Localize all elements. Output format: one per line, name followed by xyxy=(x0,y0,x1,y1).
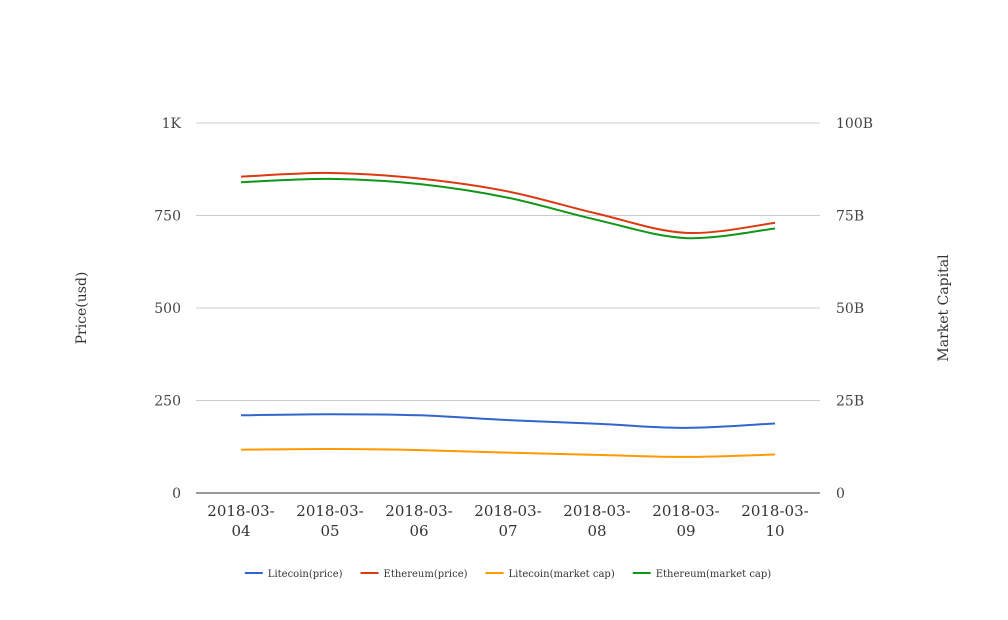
series-line-ethereum-price xyxy=(240,171,776,235)
x-tick-label: 2018-03-09 xyxy=(652,502,719,540)
y2-tick-label: 75B xyxy=(836,209,864,225)
legend-label: Litecoin(market cap) xyxy=(509,569,615,580)
y2-axis-ticks: 0 25B 50B 75B 100B xyxy=(836,116,873,502)
legend-label: Litecoin(price) xyxy=(268,569,343,580)
y-tick-label: 500 xyxy=(154,301,181,317)
y-axis-title: Price(usd) xyxy=(74,272,90,345)
y2-tick-label: 100B xyxy=(836,116,873,132)
gridlines xyxy=(196,122,820,401)
legend: Litecoin(price) Ethereum(price) Litecoin(m… xyxy=(244,569,772,580)
y-tick-label: 250 xyxy=(154,394,181,410)
x-tick-label: 2018-03-10 xyxy=(741,502,808,540)
y-tick-label: 750 xyxy=(154,209,181,225)
y-tick-label: 1K xyxy=(162,116,182,132)
legend-item[interactable]: Ethereum(market cap) xyxy=(632,569,772,580)
x-axis-ticks: 2018-03-04 2018-03-05 2018-03-06 2018-03-07… xyxy=(207,502,808,540)
y2-axis-title: Market Capital xyxy=(936,254,952,362)
legend-label: Ethereum(market cap) xyxy=(656,569,772,580)
y2-tick-label: 25B xyxy=(836,394,864,410)
series-line-ethereum-market-cap xyxy=(240,177,776,240)
y-tick-label: 0 xyxy=(172,486,181,502)
legend-item[interactable]: Ethereum(price) xyxy=(360,569,468,580)
x-tick-label: 2018-03-07 xyxy=(474,502,541,540)
legend-item[interactable]: Litecoin(price) xyxy=(244,569,343,580)
x-tick-label: 2018-03-08 xyxy=(563,502,630,540)
series-line-litecoin-market-cap xyxy=(240,447,776,458)
y-axis-ticks: 0 250 500 750 1K xyxy=(154,116,181,502)
x-tick-label: 2018-03-06 xyxy=(385,502,452,540)
legend-item[interactable]: Litecoin(market cap) xyxy=(485,569,615,580)
y2-tick-label: 0 xyxy=(836,486,845,502)
series-lines xyxy=(240,171,776,458)
legend-label: Ethereum(price) xyxy=(384,569,468,580)
y2-tick-label: 50B xyxy=(836,301,864,317)
x-tick-label: 2018-03-04 xyxy=(207,502,274,540)
series-line-litecoin-price xyxy=(240,413,776,429)
x-tick-label: 2018-03-05 xyxy=(296,502,363,540)
